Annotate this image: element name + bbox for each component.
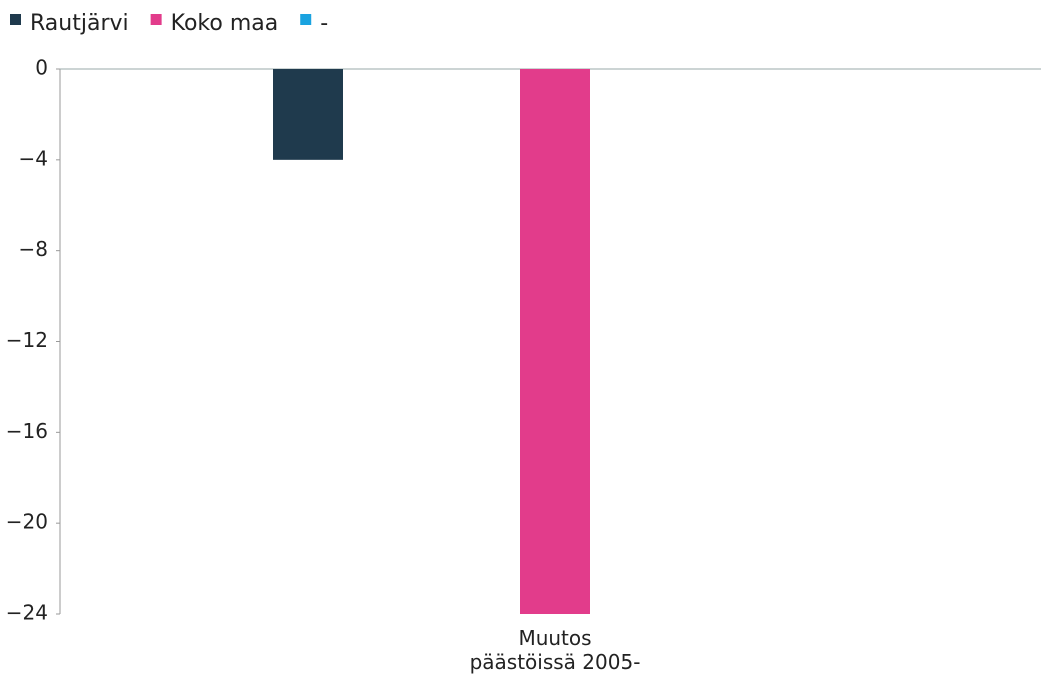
bar <box>273 69 343 160</box>
y-tick-label: −4 <box>19 146 48 170</box>
legend-label: Koko maa <box>171 11 279 36</box>
x-tick-label: Muutos päästöissä 2005-2019, prosenttia <box>469 626 641 675</box>
y-tick-label: −16 <box>6 419 48 443</box>
legend-swatch <box>150 14 162 25</box>
y-tick-label: −8 <box>19 237 48 261</box>
y-tick-label: 0 <box>35 56 48 80</box>
bar <box>520 69 590 614</box>
legend-label: - <box>320 11 328 36</box>
y-tick-label: −24 <box>6 601 48 625</box>
legend-swatch <box>10 14 21 25</box>
y-tick-label: −12 <box>6 328 48 352</box>
legend-swatch <box>300 14 312 25</box>
legend-label: Rautjärvi <box>30 11 129 36</box>
y-tick-label: −20 <box>6 510 48 534</box>
